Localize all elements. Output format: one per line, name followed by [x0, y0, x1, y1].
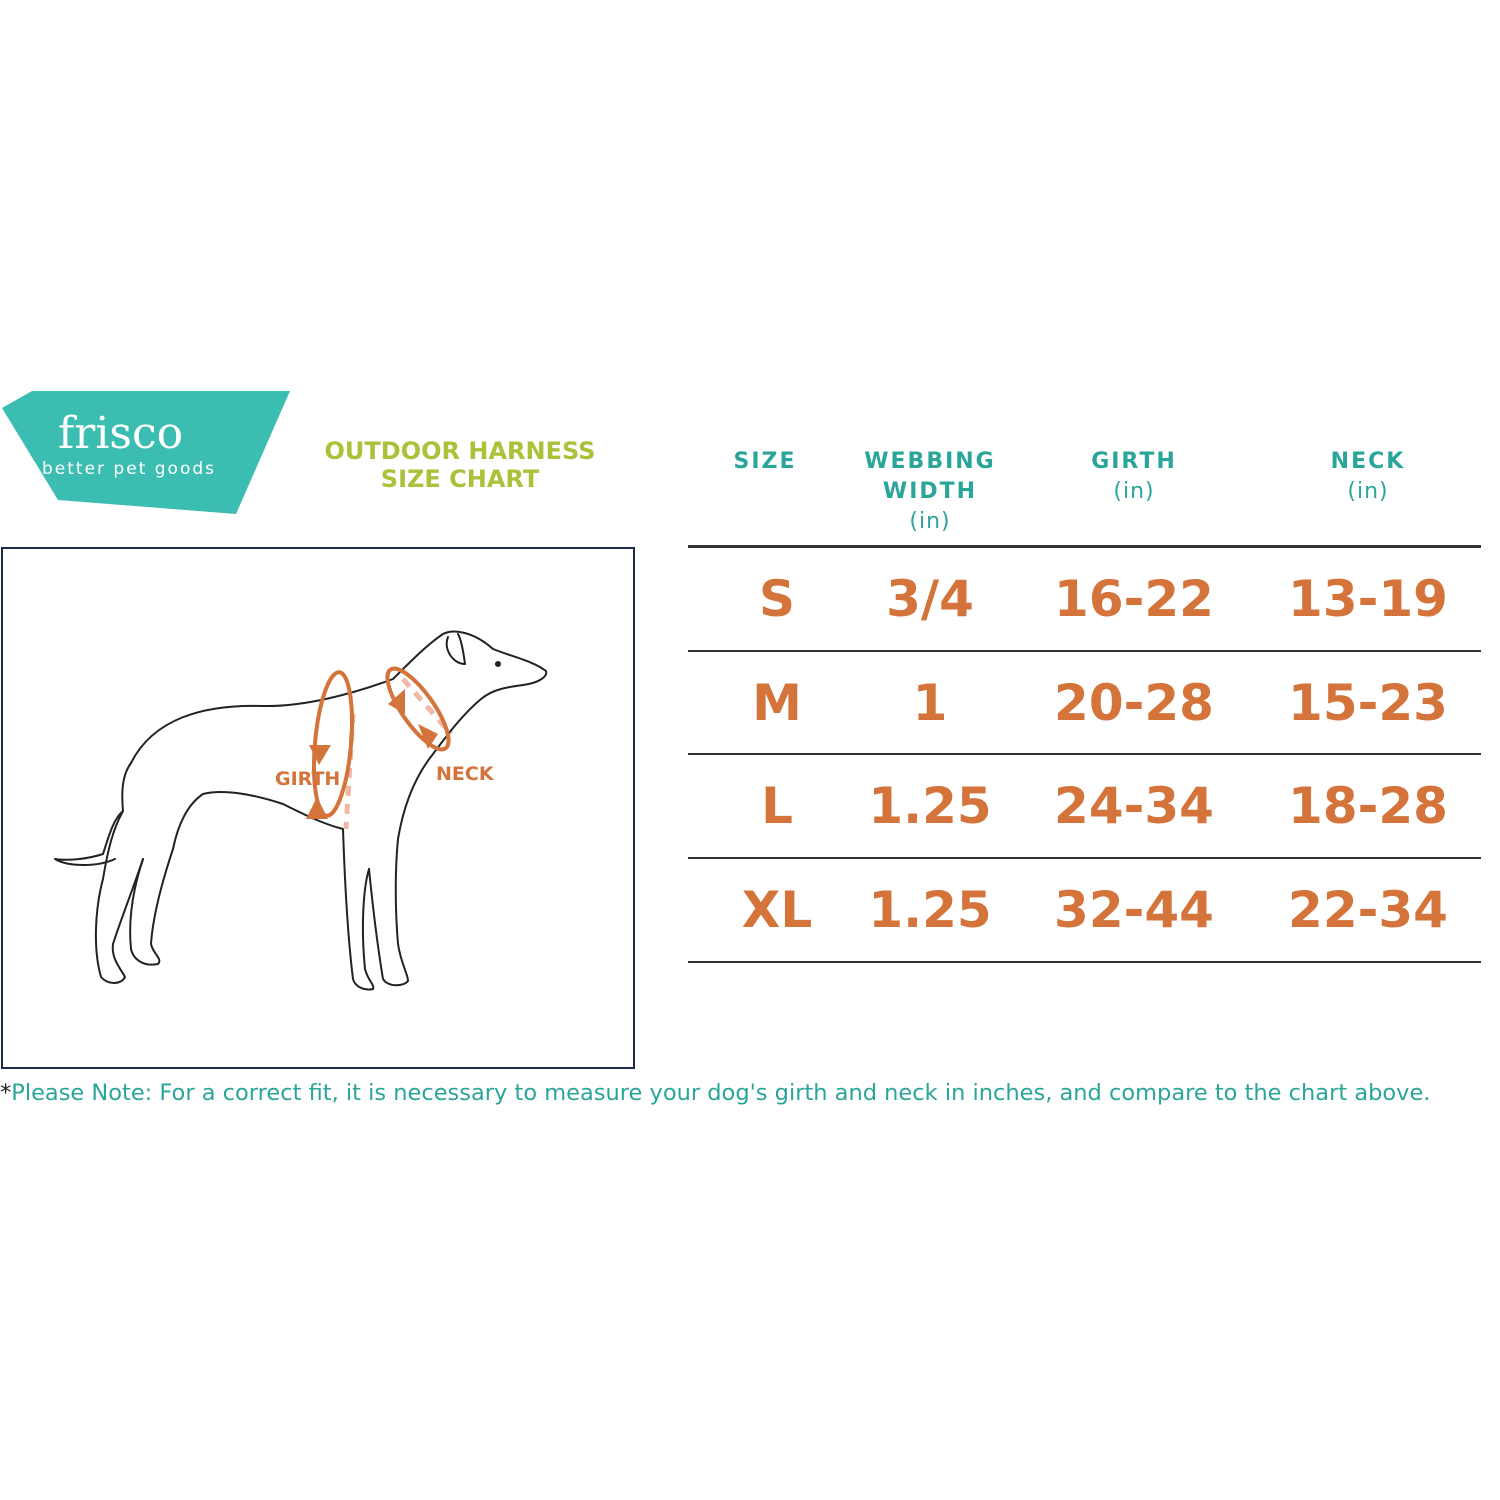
title-line-1: OUTDOOR HARNESS — [324, 437, 596, 465]
brand-tagline: better pet goods — [42, 459, 216, 479]
cell-size: XL — [741, 881, 813, 939]
header-label: WEBBING WIDTH — [864, 449, 996, 504]
cell-webbing-width: 3/4 — [886, 570, 974, 628]
neck-label: NECK — [436, 763, 495, 785]
note-asterisk: * — [0, 1080, 12, 1106]
header-girth: GIRTH (in) — [1034, 447, 1234, 507]
header-label: NECK — [1330, 449, 1406, 474]
cell-neck: 15-23 — [1288, 674, 1448, 732]
girth-label: GIRTH — [275, 768, 340, 790]
cell-webbing-width: 1.25 — [868, 881, 992, 939]
dog-outline-icon — [54, 630, 548, 991]
cell-girth: 16-22 — [1054, 570, 1214, 628]
table-divider — [688, 857, 1481, 859]
cell-girth: 20-28 — [1054, 674, 1214, 732]
table-divider — [688, 753, 1481, 755]
header-size: SIZE — [665, 447, 865, 477]
table-divider — [688, 961, 1481, 963]
header-unit: (in) — [1347, 479, 1389, 504]
fit-note: *Please Note: For a correct fit, it is n… — [0, 1080, 1500, 1106]
cell-neck: 18-28 — [1288, 777, 1448, 835]
table-divider — [688, 545, 1481, 548]
dog-measurement-diagram: GIRTH NECK — [1, 547, 635, 1069]
cell-size: L — [761, 777, 793, 835]
cell-girth: 24-34 — [1054, 777, 1214, 835]
measure-arrows-icon — [312, 666, 451, 818]
brand-logo-badge — [2, 391, 290, 514]
cell-neck: 13-19 — [1288, 570, 1448, 628]
header-webbing-width: WEBBING WIDTH (in) — [830, 447, 1030, 537]
title-line-2: SIZE CHART — [380, 465, 540, 493]
cell-girth: 32-44 — [1054, 881, 1214, 939]
header-label: SIZE — [733, 449, 797, 474]
header-label: GIRTH — [1091, 449, 1177, 474]
page-title: OUTDOOR HARNESS SIZE CHART — [300, 437, 620, 493]
header-unit: (in) — [909, 509, 951, 534]
cell-neck: 22-34 — [1288, 881, 1448, 939]
dog-illustration: GIRTH NECK — [54, 630, 548, 991]
header-unit: (in) — [1113, 479, 1155, 504]
brand-logo-name: frisco — [58, 408, 184, 459]
cell-size: S — [758, 570, 795, 628]
cell-size: M — [752, 674, 802, 732]
cell-webbing-width: 1.25 — [868, 777, 992, 835]
table-divider — [688, 650, 1481, 652]
header-neck: NECK (in) — [1268, 447, 1468, 507]
cell-webbing-width: 1 — [912, 674, 948, 732]
note-text: Please Note: For a correct fit, it is ne… — [11, 1080, 1431, 1106]
